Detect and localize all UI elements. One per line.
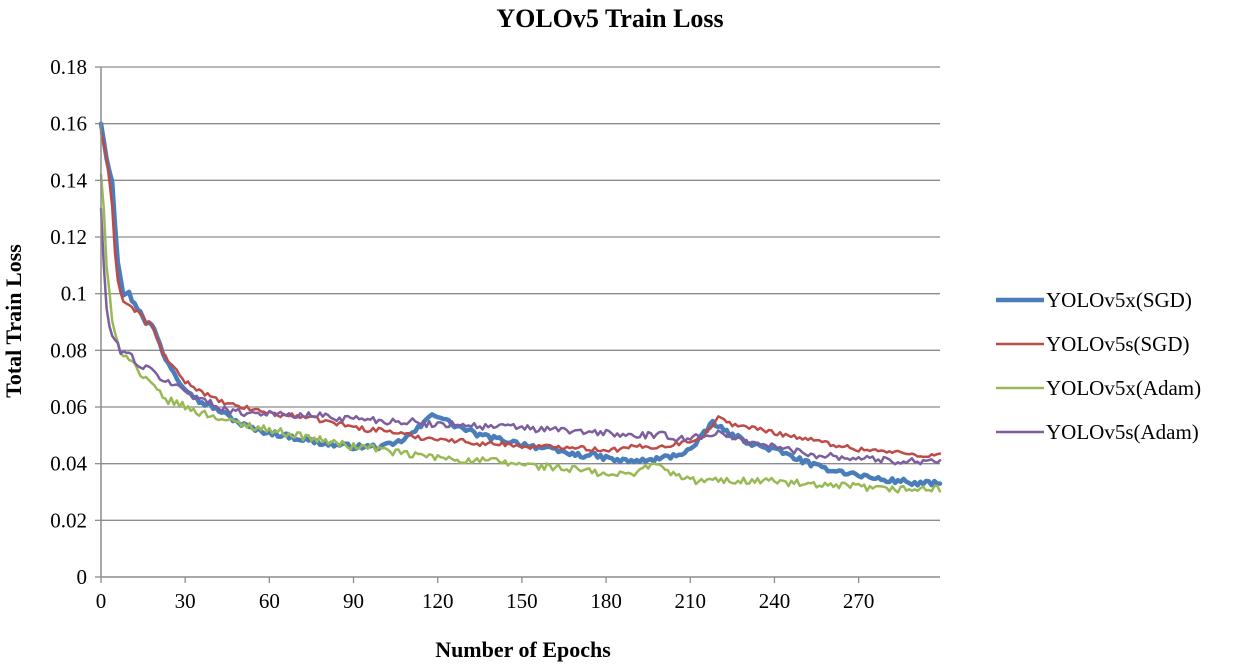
x-axis-title: Number of Epochs <box>435 637 611 662</box>
series-line-0 <box>98 121 943 488</box>
x-tick-label: 210 <box>675 589 707 613</box>
legend-label-1: YOLOv5s(SGD) <box>1046 332 1190 356</box>
series-line-1 <box>99 130 942 459</box>
y-tick-label: 0.18 <box>50 55 87 79</box>
y-tick-label: 0.16 <box>50 112 87 136</box>
y-tick-label: 0 <box>77 565 88 589</box>
x-tick-label: 150 <box>506 589 538 613</box>
x-tick-label: 120 <box>422 589 454 613</box>
x-tick-label: 0 <box>96 589 107 613</box>
y-tick-label: 0.06 <box>50 395 87 419</box>
x-tick-label: 60 <box>259 589 280 613</box>
x-tick-label: 90 <box>343 589 364 613</box>
legend-label-2: YOLOv5x(Adam) <box>1046 376 1201 400</box>
chart-title: YOLOv5 Train Loss <box>496 4 723 33</box>
x-axis-ticks: 0 30 60 90 120 150 180 210 240 270 <box>96 577 875 613</box>
x-tick-label: 30 <box>175 589 196 613</box>
axes <box>100 67 940 578</box>
y-tick-label: 0.04 <box>50 452 87 476</box>
x-tick-label: 240 <box>759 589 791 613</box>
x-tick-label: 180 <box>590 589 622 613</box>
y-axis-title: Total Train Loss <box>1 244 26 398</box>
y-tick-label: 0.14 <box>50 168 87 192</box>
series-lines <box>98 121 943 494</box>
series-line-3 <box>99 207 942 466</box>
series-line-2 <box>99 173 942 494</box>
y-tick-label: 0.02 <box>50 508 87 532</box>
x-tick-label: 270 <box>843 589 875 613</box>
y-tick-label: 0.08 <box>50 338 87 362</box>
y-tick-label: 0.12 <box>50 225 87 249</box>
y-tick-label: 0.1 <box>61 282 87 306</box>
legend-label-3: YOLOv5s(Adam) <box>1046 420 1199 444</box>
legend-label-0: YOLOv5x(SGD) <box>1046 288 1192 312</box>
y-axis-ticks: 0 0.02 0.04 0.06 0.08 0.1 0.12 0.14 0.16 0.18 <box>50 55 101 589</box>
gridlines <box>101 66 940 521</box>
legend: YOLOv5x(SGD) YOLOv5s(SGD) YOLOv5x(Adam) YOL… <box>996 288 1201 444</box>
